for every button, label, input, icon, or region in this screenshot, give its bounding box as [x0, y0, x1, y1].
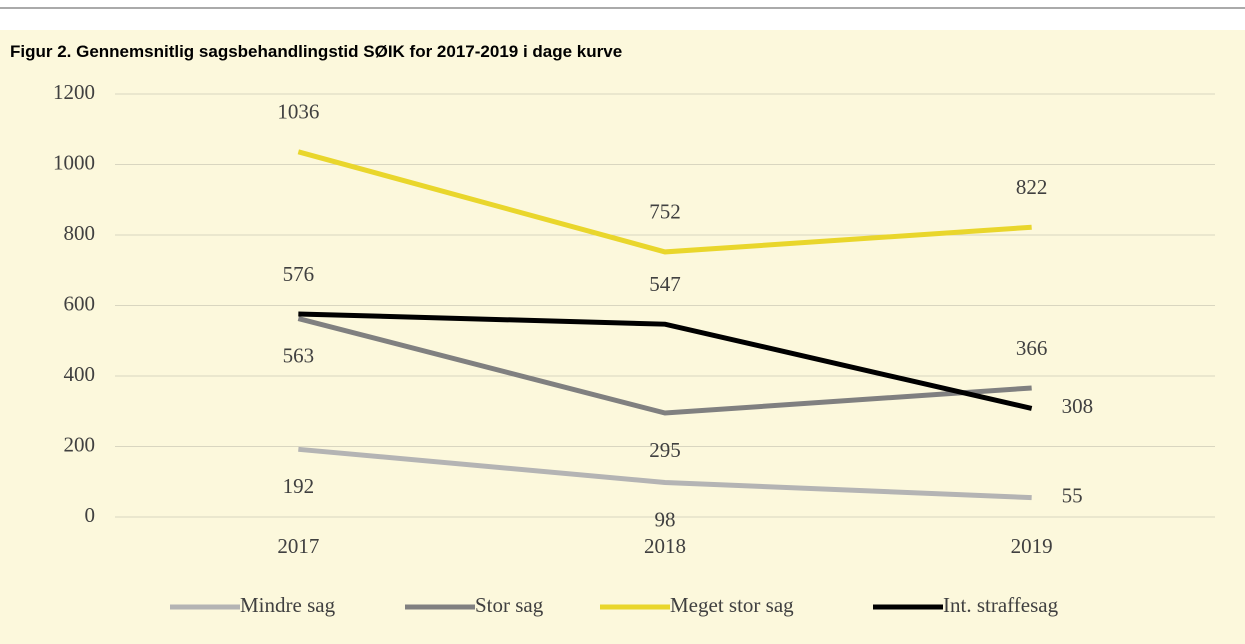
- data-label: 547: [649, 272, 681, 296]
- data-label: 55: [1062, 483, 1083, 507]
- x-tick-label: 2018: [644, 534, 686, 558]
- y-tick-label: 400: [64, 362, 96, 386]
- y-tick-label: 1000: [53, 150, 95, 174]
- legend-label: Mindre sag: [240, 593, 336, 617]
- y-tick-label: 0: [85, 503, 96, 527]
- y-tick-label: 600: [64, 291, 96, 315]
- chart-background: [0, 30, 1245, 644]
- data-label: 576: [283, 262, 315, 286]
- series-line: [298, 446, 1032, 501]
- y-tick-label: 800: [64, 221, 96, 245]
- data-label: 752: [649, 200, 681, 224]
- data-label: 192: [283, 474, 315, 498]
- data-label: 366: [1016, 336, 1048, 360]
- data-label: 308: [1062, 394, 1094, 418]
- y-tick-label: 200: [64, 432, 96, 456]
- series-line: [297, 149, 1032, 255]
- data-label: 98: [655, 507, 676, 531]
- series-line: [297, 316, 1032, 416]
- legend-label: Int. straffesag: [943, 593, 1059, 617]
- legend-label: Stor sag: [475, 593, 544, 617]
- data-label: 822: [1016, 175, 1048, 199]
- chart-title: Figur 2. Gennemsnitlig sagsbehandlingsti…: [10, 42, 622, 61]
- data-label: 1036: [277, 100, 319, 124]
- legend-label: Meget stor sag: [670, 593, 794, 617]
- data-label: 563: [283, 343, 315, 367]
- series-line: [298, 311, 1033, 411]
- x-tick-label: 2017: [277, 534, 319, 558]
- data-label: 295: [649, 438, 681, 462]
- x-tick-label: 2019: [1011, 534, 1053, 558]
- y-tick-label: 1200: [53, 80, 95, 104]
